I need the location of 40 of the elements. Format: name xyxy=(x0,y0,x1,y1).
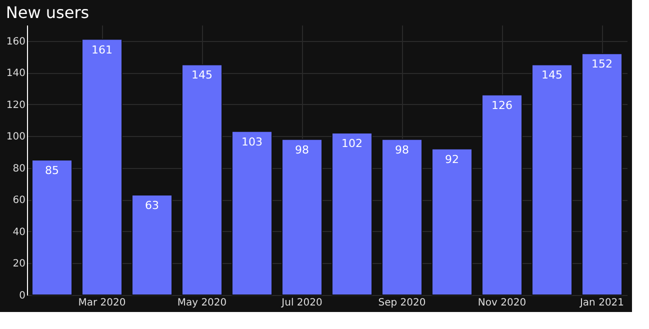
x-tick-label: Sep 2020 xyxy=(378,298,426,308)
x-tick-label: May 2020 xyxy=(177,298,227,308)
bar xyxy=(582,53,622,296)
y-tick-label: 60 xyxy=(12,195,26,206)
data-label: 98 xyxy=(395,143,409,156)
bar xyxy=(482,94,522,296)
x-tick-label: Nov 2020 xyxy=(478,298,526,308)
data-label: 152 xyxy=(592,58,612,71)
data-label: 102 xyxy=(342,137,362,150)
y-tick-label: 160 xyxy=(6,36,26,48)
x-tick-label: Mar 2020 xyxy=(78,298,126,308)
y-tick-label: 80 xyxy=(12,163,26,174)
y-tick-label: 100 xyxy=(6,132,26,143)
x-tick-label: Jan 2021 xyxy=(578,298,624,308)
data-label: 126 xyxy=(492,98,512,112)
bar xyxy=(532,64,572,296)
data-label: 92 xyxy=(445,152,459,166)
bar xyxy=(182,64,222,296)
data-label: 98 xyxy=(295,143,309,156)
data-label: 145 xyxy=(192,68,212,82)
bar xyxy=(32,160,72,296)
bar xyxy=(232,130,272,296)
bar xyxy=(332,132,372,296)
data-label: 63 xyxy=(145,198,159,212)
y-tick-label: 40 xyxy=(12,226,26,238)
y-tick-label: 0 xyxy=(19,290,26,302)
data-label: 145 xyxy=(542,68,562,82)
data-label: 161 xyxy=(92,43,112,56)
x-tick-label: Jul 2020 xyxy=(280,298,322,308)
data-label: 103 xyxy=(242,135,262,148)
y-tick-label: 20 xyxy=(12,258,26,270)
bar xyxy=(282,138,322,296)
bar xyxy=(132,194,172,296)
chart-title: New users xyxy=(6,3,90,22)
bar xyxy=(382,138,422,296)
y-tick-label: 140 xyxy=(6,68,26,80)
y-tick-label: 120 xyxy=(6,100,26,111)
bar xyxy=(432,148,472,296)
data-label: 85 xyxy=(45,164,59,177)
bar xyxy=(82,38,122,296)
